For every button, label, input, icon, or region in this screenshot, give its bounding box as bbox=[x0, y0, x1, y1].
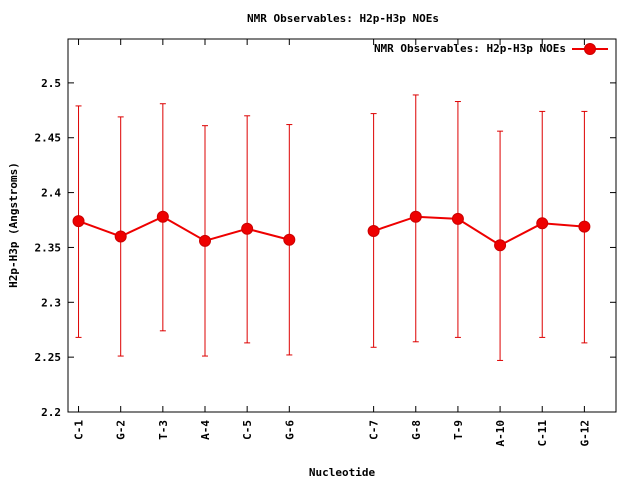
y-axis-label: H2p-H3p (Angstroms) bbox=[7, 162, 20, 288]
x-tick-label: G-2 bbox=[115, 420, 128, 440]
x-tick-label: A-4 bbox=[199, 420, 212, 440]
y-tick-label: 2.4 bbox=[41, 187, 61, 200]
y-tick-label: 2.25 bbox=[35, 351, 62, 364]
x-tick-label: T-3 bbox=[157, 420, 170, 440]
data-point bbox=[536, 217, 549, 230]
legend: NMR Observables: H2p-H3p NOEs bbox=[374, 42, 608, 55]
x-tick-label: A-10 bbox=[494, 420, 507, 447]
x-axis: C-1 G-2 T-3 A-4 C-5 G-6 C-7 G-8 T-9 A-10 C-11 G-12 bbox=[73, 39, 591, 447]
error-bars bbox=[75, 94, 588, 361]
y-tick-label: 2.45 bbox=[35, 132, 62, 145]
x-axis-label: Nucleotide bbox=[309, 466, 376, 479]
series-line bbox=[78, 215, 290, 242]
x-tick-label: G-12 bbox=[578, 420, 591, 447]
data-point bbox=[451, 212, 464, 225]
data-point bbox=[114, 230, 127, 243]
data-points bbox=[72, 210, 591, 252]
plot-frame bbox=[67, 38, 617, 413]
x-tick-label: G-6 bbox=[283, 420, 296, 440]
data-point bbox=[578, 220, 591, 233]
x-tick-label: T-9 bbox=[452, 420, 465, 440]
y-tick-label: 2.35 bbox=[35, 241, 62, 254]
y-tick-label: 2.3 bbox=[41, 296, 61, 309]
y-tick-label: 2.2 bbox=[41, 406, 61, 419]
data-point bbox=[72, 215, 85, 228]
data-point bbox=[494, 239, 507, 252]
x-tick-label: C-7 bbox=[368, 420, 381, 440]
chart-title: NMR Observables: H2p-H3p NOEs bbox=[247, 12, 439, 25]
data-point bbox=[283, 233, 296, 246]
data-point bbox=[367, 224, 380, 237]
series-line-group bbox=[78, 215, 585, 247]
x-tick-label: C-11 bbox=[536, 420, 549, 447]
legend-label: NMR Observables: H2p-H3p NOEs bbox=[374, 42, 566, 55]
data-point bbox=[241, 222, 254, 235]
legend-marker bbox=[584, 43, 596, 55]
x-tick-label: C-5 bbox=[241, 420, 254, 440]
x-tick-label: G-8 bbox=[410, 420, 423, 440]
data-point bbox=[156, 210, 169, 223]
data-point bbox=[409, 210, 422, 223]
series-line bbox=[373, 215, 585, 247]
y-axis: 2.2 2.25 2.3 2.35 2.4 2.45 2.5 bbox=[35, 77, 616, 419]
x-tick-label: C-1 bbox=[73, 420, 86, 440]
data-point bbox=[199, 234, 211, 247]
y-tick-label: 2.5 bbox=[41, 77, 61, 90]
